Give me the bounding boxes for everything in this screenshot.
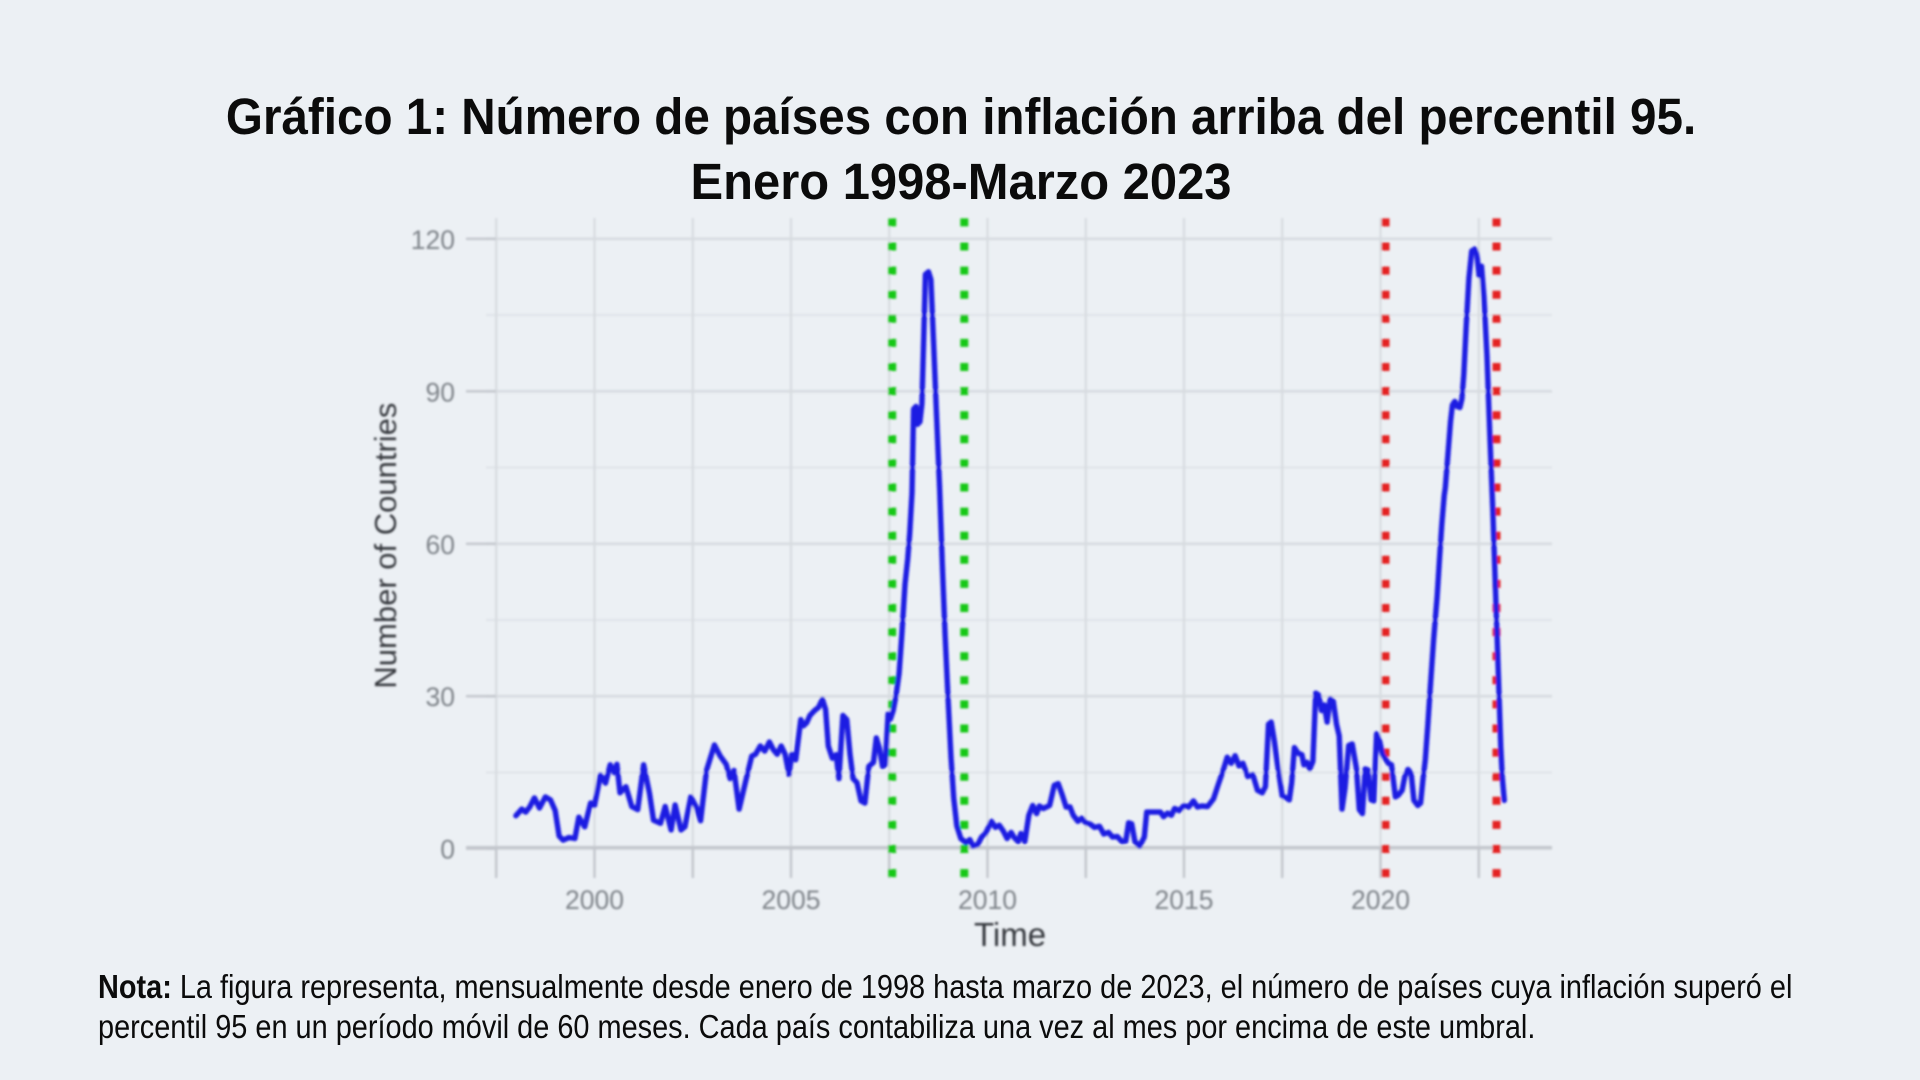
svg-text:Number of Countries: Number of Countries — [368, 403, 403, 689]
svg-text:2000: 2000 — [565, 885, 624, 915]
svg-text:2010: 2010 — [958, 885, 1017, 915]
svg-text:Time: Time — [974, 916, 1046, 953]
svg-text:2020: 2020 — [1351, 885, 1410, 915]
svg-text:2005: 2005 — [762, 885, 821, 915]
svg-text:120: 120 — [411, 225, 455, 255]
svg-text:30: 30 — [426, 682, 455, 712]
svg-text:60: 60 — [426, 530, 455, 560]
svg-text:2015: 2015 — [1155, 885, 1214, 915]
svg-text:0: 0 — [440, 835, 455, 865]
svg-text:90: 90 — [426, 377, 455, 407]
